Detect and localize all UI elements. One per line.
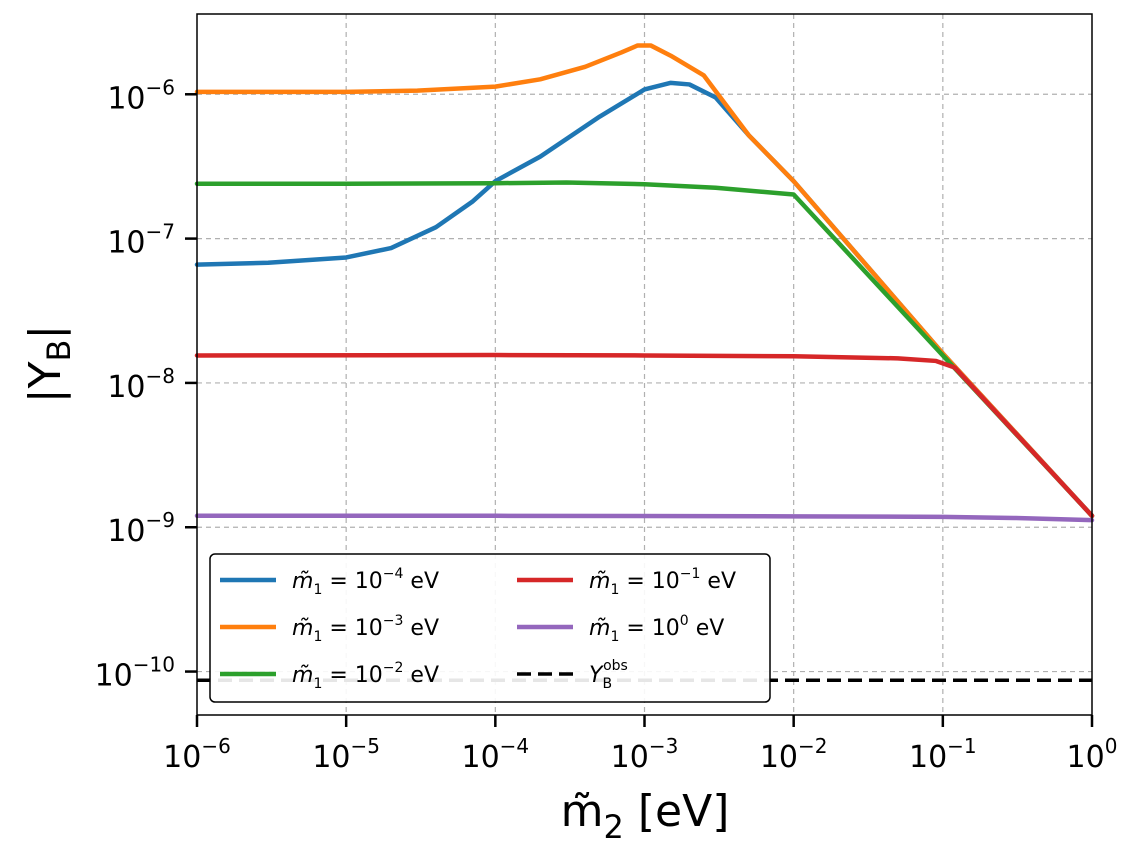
y-tick-label: 10−9 [107, 508, 175, 549]
x-tick-label: 10−4 [461, 734, 529, 775]
series-line-2 [194, 180, 1095, 519]
ticks [185, 93, 1094, 727]
legend: m̃1 = 10−4 eV m̃1 = 10−3 eV m̃1 = 10−2 eV m… [209, 553, 771, 703]
series-line-4 [194, 513, 1095, 523]
legend-label-4: m̃1 = 100 eV [589, 613, 724, 645]
x-tick-label: 10−5 [312, 734, 380, 775]
tick-labels: 10−6 10−5 10−4 10−3 10−2 10−1 100 10−10 10−9 10−8… [95, 75, 1118, 775]
x-tick-label: 10−1 [909, 734, 977, 775]
x-axis-title: m̃2 [eV] [561, 786, 730, 846]
legend-label-2: m̃1 = 10−2 eV [292, 660, 439, 692]
y-tick-label: 10−6 [107, 75, 175, 116]
legend-label-0: m̃1 = 10−4 eV [292, 566, 439, 598]
y-tick-label: 10−7 [107, 220, 175, 261]
y-tick-label: 10−8 [107, 364, 175, 405]
legend-label-5: YBobs [589, 658, 628, 692]
legend-box [209, 553, 771, 703]
x-tick-label: 100 [1067, 734, 1118, 775]
y-tick-label: 10−10 [95, 653, 175, 694]
x-tick-label: 10−2 [760, 734, 828, 775]
series-line-1 [194, 43, 1095, 519]
series-line-3 [194, 352, 1095, 519]
x-tick-label: 10−6 [163, 734, 231, 775]
x-tick-label: 10−3 [611, 734, 679, 775]
y-axis-title: |YB| [20, 325, 78, 403]
legend-label-1: m̃1 = 10−3 eV [292, 613, 439, 645]
legend-label-3: m̃1 = 10−1 eV [589, 566, 736, 598]
